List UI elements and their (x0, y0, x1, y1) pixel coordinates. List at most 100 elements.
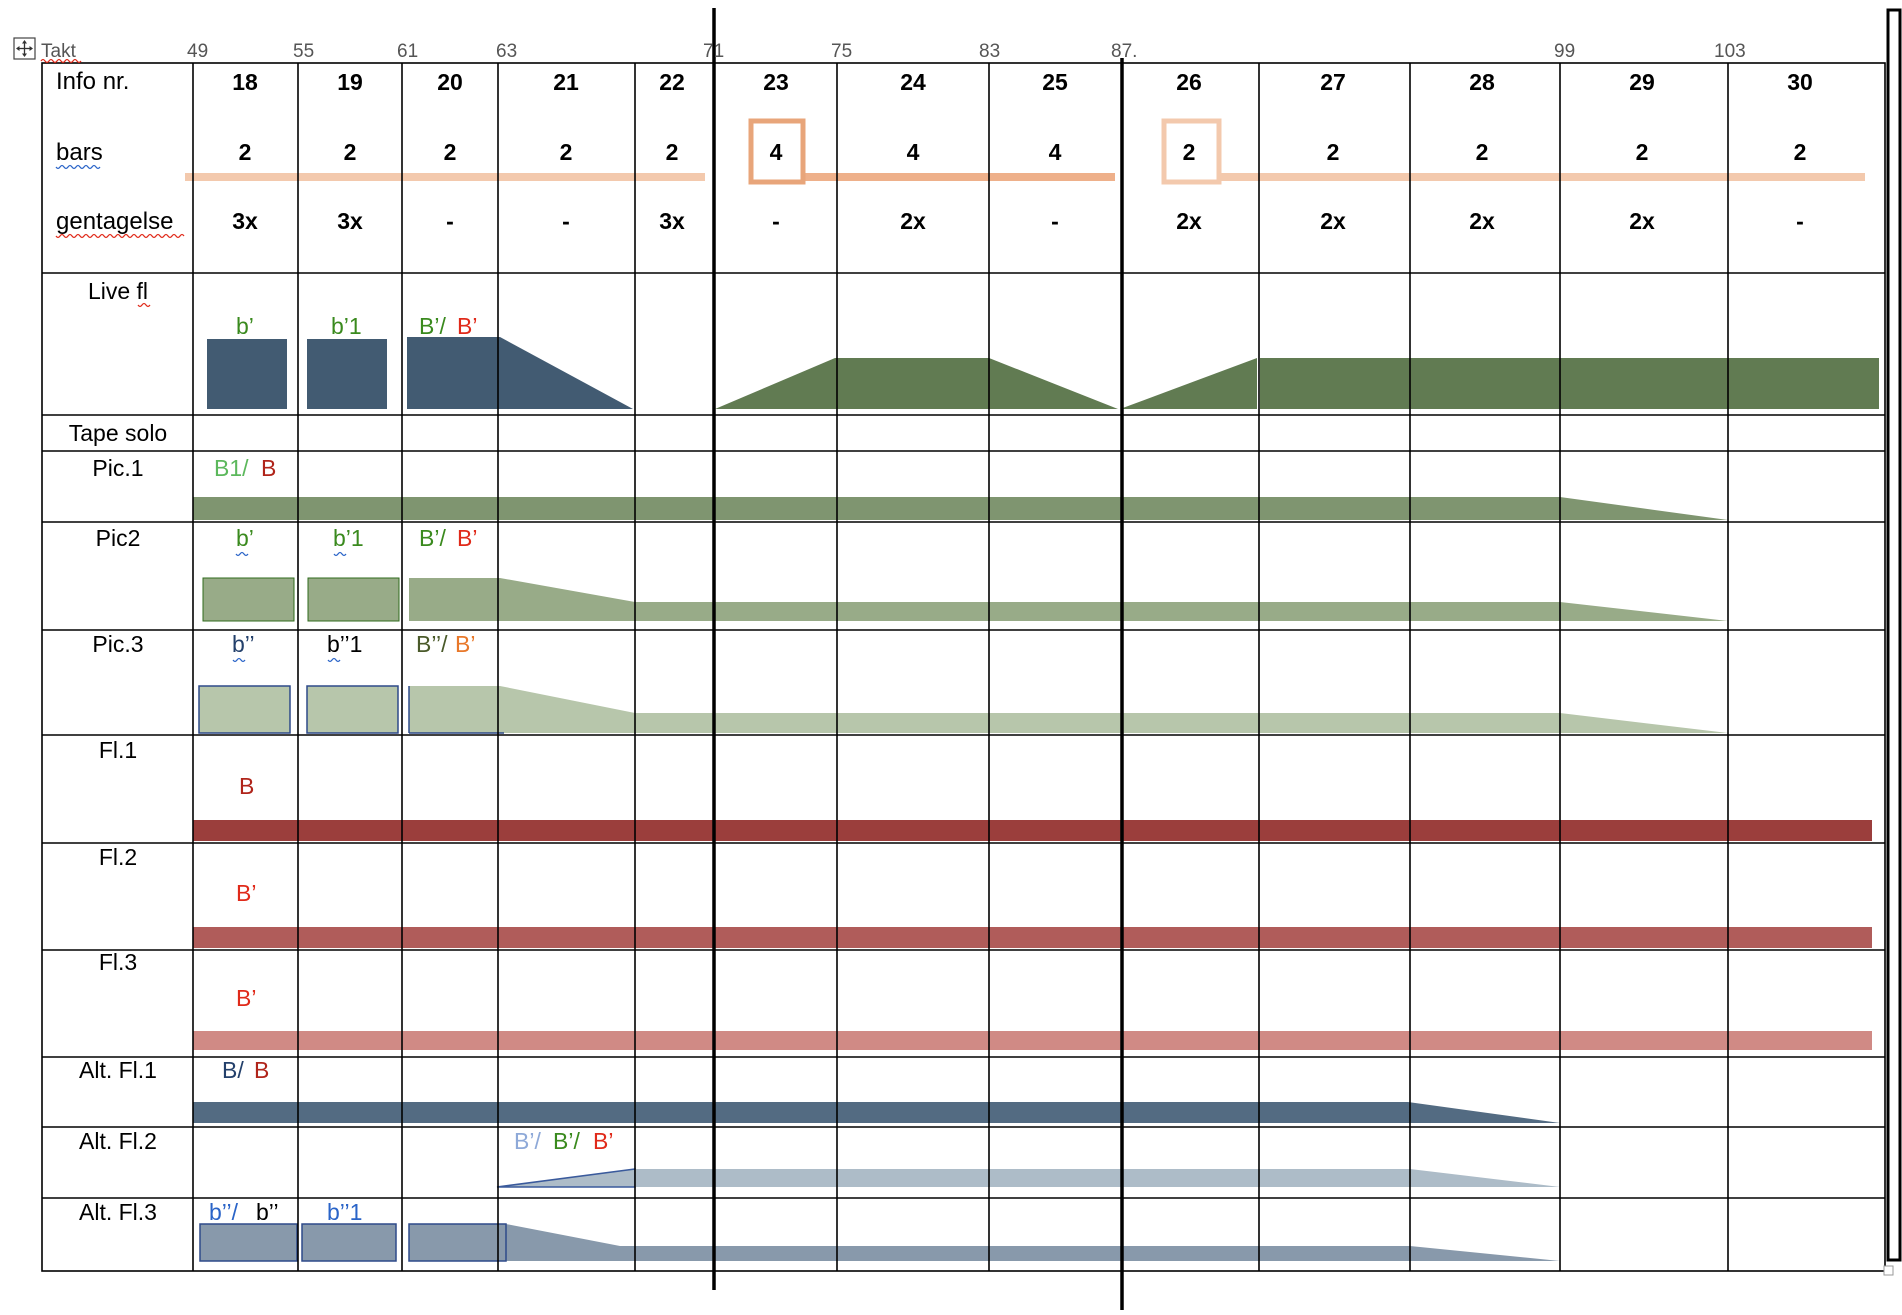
annotation-fl2: B’ (236, 880, 256, 906)
instrument-label: Pic.3 (92, 631, 143, 657)
info-nr-label: Info nr. (56, 68, 129, 95)
annotation-pic2-19: b’1 (333, 525, 364, 551)
bars-peach-line-1 (185, 173, 705, 181)
rep-cell: - (562, 208, 570, 234)
annotation-pic2-20b: B’ (457, 525, 477, 551)
live-swell-26 (1120, 358, 1257, 409)
gentagelse-spell-underline (55, 233, 185, 239)
annotation-live-20b: B’ (457, 313, 477, 339)
cell-annotations: b’ b’1 B’/ B’ B1/ B b’ b’1 B’/ B’ b’’ b’… (209, 313, 613, 1225)
header-labels: Info nr. bars gentagelse (55, 68, 185, 239)
annotation-fl1: B (239, 773, 254, 799)
pic2-spell-underline (235, 551, 347, 557)
takt-mark: 83 (979, 41, 1000, 62)
rep-cell: 2x (1469, 208, 1495, 234)
takt-mark: 99 (1554, 41, 1575, 62)
alt3-block-18 (199, 1223, 298, 1262)
live-block-27-30 (1260, 358, 1879, 409)
bars-cell: 4 (770, 139, 783, 165)
bars-spell-underline (55, 164, 101, 170)
info-cell: 26 (1176, 69, 1202, 95)
annotation-pic3-19: b’’1 (327, 631, 362, 657)
annotation-pic3-20b: B’ (455, 631, 475, 657)
alt3-block-20 (409, 1224, 620, 1261)
bars-cell: 2 (239, 139, 252, 165)
fl2-bar (193, 927, 1872, 948)
instrument-label: Alt. Fl.3 (79, 1199, 157, 1225)
live-block-19 (307, 339, 387, 409)
table-move-handle-icon[interactable] (13, 37, 36, 60)
annotation-live-20a: B’/ (419, 313, 446, 339)
info-cell: 28 (1469, 69, 1495, 95)
resize-handle[interactable] (1883, 1265, 1894, 1276)
rep-cell: 2x (1320, 208, 1346, 234)
bars-peach-line-2 (800, 173, 1115, 181)
pic3-block-19 (306, 685, 399, 734)
pic1-bar (193, 497, 1728, 520)
alt3-block-19 (301, 1223, 397, 1262)
live-block-20 (407, 337, 633, 409)
annotation-pic2-18: b’ (236, 525, 254, 551)
annotation-pic3-20a: B’’/ (416, 631, 448, 657)
takt-spell-underline (40, 58, 82, 64)
bars-cell: 2 (1636, 139, 1649, 165)
alt2-bar (635, 1169, 1560, 1187)
takt-label: Takt (41, 41, 77, 62)
rep-cell: 3x (337, 208, 363, 234)
takt-mark: 75 (831, 41, 852, 62)
takt-row: Takt 49 55 61 63 71 75 83 87. 99 103 (40, 41, 1746, 64)
annotation-pic2-20a: B’/ (419, 525, 446, 551)
annotation-live-18: b’ (236, 313, 254, 339)
bars-label: bars (56, 139, 103, 166)
bars-box-23 (748, 118, 806, 185)
bar-shapes (185, 118, 1879, 1262)
bars-cell: 2 (1327, 139, 1340, 165)
info-cell: 25 (1042, 69, 1068, 95)
info-cell: 21 (553, 69, 579, 95)
annotation-alt3-c: b’’1 (327, 1199, 362, 1225)
bars-cell: 2 (560, 139, 573, 165)
instrument-label: Fl.3 (99, 949, 137, 975)
instrument-label: Live fl (88, 278, 148, 304)
fl1-bar (193, 820, 1872, 841)
info-cell: 27 (1320, 69, 1346, 95)
takt-mark: 63 (496, 41, 517, 62)
bars-box-26 (1161, 118, 1222, 185)
annotation-pic1-b: B (261, 455, 276, 481)
bars-cell: 2 (444, 139, 457, 165)
rep-cell: 3x (659, 208, 685, 234)
info-cell: 23 (763, 69, 789, 95)
takt-mark: 103 (1714, 41, 1746, 62)
instrument-label: Tape solo (69, 420, 167, 446)
alt2-swell (496, 1168, 636, 1188)
live-swell-23-25 (715, 358, 1118, 409)
annotation-pic1-a: B1/ (214, 455, 249, 481)
annotation-alt2-a: B’/ (514, 1128, 541, 1154)
info-cell: 18 (232, 69, 258, 95)
bars-cell: 2 (1794, 139, 1807, 165)
pic2-block-20 (409, 578, 635, 621)
info-cell: 20 (437, 69, 463, 95)
pic3-bar (635, 713, 1728, 733)
pic2-bar (635, 602, 1728, 621)
instrument-label: Fl.1 (99, 737, 137, 763)
alt1-bar (193, 1102, 1560, 1123)
instrument-label: Alt. Fl.2 (79, 1128, 157, 1154)
rep-cell: - (1051, 208, 1059, 234)
bars-cell: 2 (1476, 139, 1489, 165)
pic3-block-18 (198, 685, 291, 734)
takt-mark: 87. (1111, 41, 1137, 62)
gentagelse-label: gentagelse (56, 208, 173, 235)
rep-cell: - (1796, 208, 1804, 234)
annotation-alt2-b: B’/ (553, 1128, 580, 1154)
instrument-label: Alt. Fl.1 (79, 1057, 157, 1083)
info-cell: 29 (1629, 69, 1655, 95)
live-fl-spell-underline (137, 302, 151, 308)
annotation-live-19: b’1 (331, 313, 362, 339)
instrument-label: Pic2 (96, 525, 141, 551)
info-cell: 30 (1787, 69, 1813, 95)
rep-cell: - (772, 208, 780, 234)
info-cell: 24 (900, 69, 926, 95)
rep-cell: 2x (1176, 208, 1202, 234)
